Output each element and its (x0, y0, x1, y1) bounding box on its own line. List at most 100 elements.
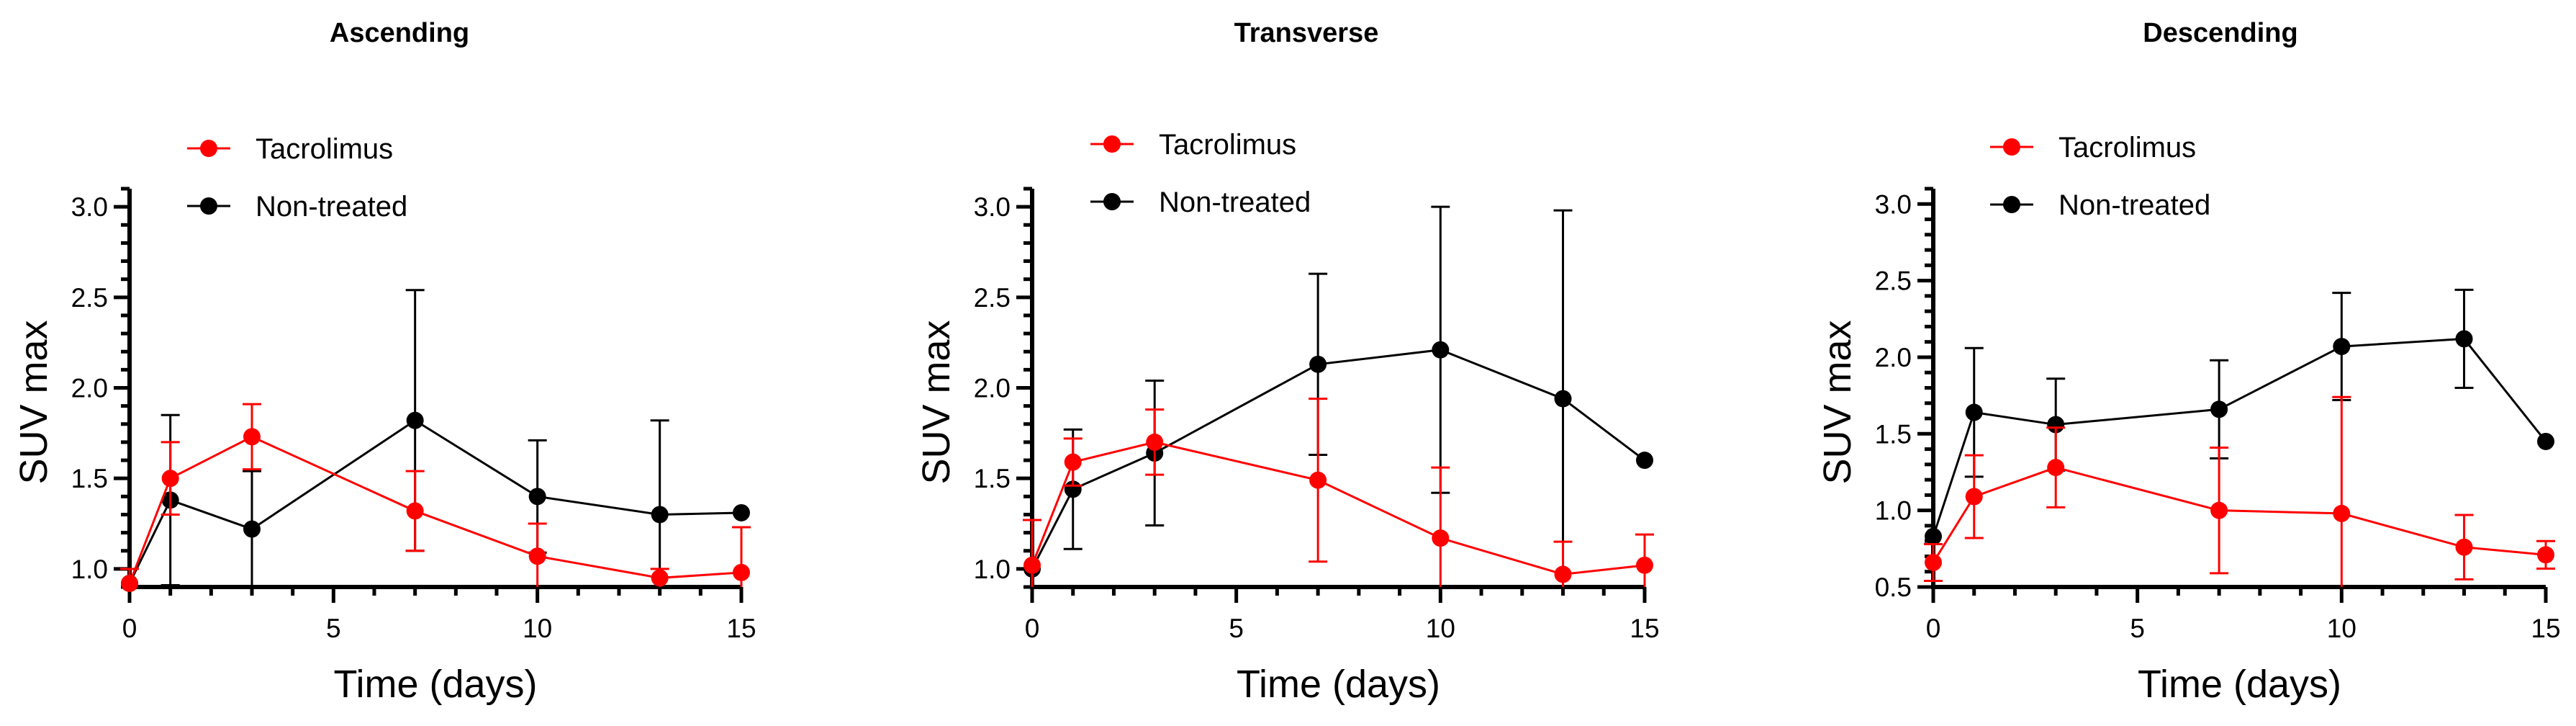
x-axis-label: Time (days) (1237, 663, 1440, 706)
series-line (1031, 441, 1645, 575)
x-tick-label: 5 (2130, 614, 2145, 643)
legend-label: Tacrolimus (2058, 132, 2196, 163)
y-tick-label: 2.0 (1875, 343, 1912, 372)
data-point (1554, 565, 1572, 583)
y-tick-label: 3.0 (71, 192, 108, 222)
data-point (1432, 529, 1450, 547)
data-point (243, 520, 261, 538)
data-point (2537, 432, 2554, 450)
chart-title: Transverse (1234, 18, 1379, 48)
legend-label: Non-treated (1159, 187, 1311, 218)
y-tick-label: 1.5 (974, 464, 1011, 493)
data-point (1925, 527, 1942, 545)
data-point (1309, 471, 1327, 489)
series-line (1031, 349, 1645, 570)
legend-item-tacrolimus: Tacrolimus (1090, 129, 1296, 161)
legend-marker (200, 140, 217, 157)
legend-marker (2003, 196, 2020, 213)
series-line (128, 435, 742, 584)
data-point (121, 574, 138, 592)
data-point (1023, 556, 1041, 574)
data-point (2047, 416, 2065, 434)
x-tick-label: 5 (1229, 614, 1244, 643)
y-axis-label: SUV max (12, 320, 55, 484)
chart-panel-transverse: Transverse 0 5 10 15 1.0 1.5 2.0 2.5 3.0 Time (day… (915, 18, 1660, 706)
data-point (528, 488, 546, 506)
series-non-treated (1023, 205, 1653, 587)
y-tick-label: 1.5 (71, 464, 108, 493)
chart-panel-descending: Descending 0 5 10 15 0.5 1.0 1.5 2.0 2.5 3.0 Time (… (1816, 18, 2561, 706)
legend-marker (1103, 193, 1121, 210)
x-tick-label: 5 (326, 614, 341, 643)
series-tacrolimus (1023, 398, 1654, 587)
data-point (2210, 501, 2228, 519)
data-point (2455, 538, 2473, 556)
series-line (1932, 466, 2546, 563)
series-line (128, 418, 742, 584)
legend-marker (1103, 135, 1121, 153)
y-tick-label: 2.5 (1875, 266, 1912, 296)
series-line (1932, 337, 2547, 537)
data-point (2455, 330, 2473, 348)
y-tick-label: 2.5 (974, 283, 1011, 313)
data-point (528, 547, 546, 565)
data-point (406, 411, 424, 429)
x-axis-label: Time (days) (333, 663, 537, 706)
data-point (161, 470, 179, 488)
data-point (2333, 504, 2351, 522)
data-point (651, 506, 669, 524)
legend-marker (2003, 138, 2020, 156)
y-tick-label: 3.0 (974, 192, 1011, 222)
data-point (1925, 553, 1942, 571)
x-tick-label: 0 (1926, 614, 1941, 643)
data-point (1636, 556, 1653, 574)
data-point (2210, 400, 2228, 418)
chart-title: Descending (2143, 18, 2297, 48)
data-point (2537, 546, 2554, 564)
data-point (1064, 453, 1082, 471)
y-tick-label: 0.5 (1875, 573, 1912, 602)
data-point (651, 569, 669, 587)
legend-label: Non-treated (2058, 189, 2210, 221)
series-tacrolimus (1924, 395, 2555, 587)
y-axis-label: SUV max (915, 320, 958, 484)
x-tick-label: 15 (1630, 614, 1659, 643)
x-tick-label: 10 (2327, 614, 2356, 643)
legend-item-tacrolimus: Tacrolimus (187, 133, 393, 165)
legend-label: Non-treated (256, 191, 407, 223)
x-tick-label: 10 (1426, 614, 1455, 643)
data-point (2333, 338, 2351, 356)
x-tick-label: 0 (1025, 614, 1040, 643)
y-tick-label: 2.0 (71, 374, 108, 403)
data-point (1146, 433, 1164, 451)
x-tick-label: 15 (2531, 614, 2560, 643)
legend-item-tacrolimus: Tacrolimus (1990, 132, 2196, 163)
x-tick-label: 0 (122, 614, 137, 643)
y-tick-label: 1.0 (71, 555, 108, 584)
data-point (406, 502, 424, 520)
data-point (1965, 488, 1983, 506)
data-point (2047, 459, 2065, 477)
data-point (733, 503, 750, 521)
data-point (1636, 452, 1653, 470)
data-point (243, 428, 261, 446)
data-point (1965, 403, 1983, 421)
x-tick-label: 10 (523, 614, 552, 643)
legend-item-non-treated: Non-treated (187, 191, 407, 223)
legend-label: Tacrolimus (256, 133, 393, 165)
y-tick-label: 2.0 (974, 374, 1011, 403)
legend-marker (200, 197, 217, 215)
y-tick-label: 1.0 (974, 555, 1011, 584)
data-point (1554, 390, 1572, 408)
legend-item-non-treated: Non-treated (1090, 187, 1311, 218)
x-axis-label: Time (days) (2138, 663, 2341, 706)
data-point (1309, 355, 1327, 373)
y-tick-label: 1.5 (1875, 419, 1912, 449)
y-axis-label: SUV max (1816, 320, 1859, 484)
y-tick-label: 3.0 (1875, 189, 1912, 219)
legend-label: Tacrolimus (1159, 129, 1296, 161)
chart-title: Ascending (330, 18, 469, 48)
x-tick-label: 15 (726, 614, 756, 643)
data-point (733, 563, 750, 581)
